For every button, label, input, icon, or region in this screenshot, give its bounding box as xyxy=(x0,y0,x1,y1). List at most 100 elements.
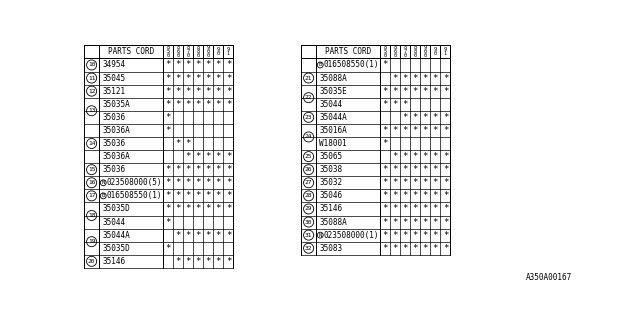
Text: *: * xyxy=(226,178,231,187)
Text: *: * xyxy=(433,165,438,174)
Text: *: * xyxy=(226,165,231,174)
Text: 18: 18 xyxy=(88,213,95,218)
Text: 35121: 35121 xyxy=(102,87,125,96)
Text: *: * xyxy=(195,257,201,266)
Text: *: * xyxy=(186,231,191,240)
Text: *: * xyxy=(422,178,428,187)
Text: *: * xyxy=(443,244,448,253)
Text: 15: 15 xyxy=(88,167,95,172)
Text: *: * xyxy=(433,152,438,161)
Text: *: * xyxy=(413,218,418,227)
Text: 16: 16 xyxy=(88,180,95,185)
Text: *: * xyxy=(205,178,211,187)
Text: *: * xyxy=(403,244,408,253)
Text: *: * xyxy=(403,113,408,122)
Text: 8
5
0: 8 5 0 xyxy=(166,44,170,58)
Text: *: * xyxy=(403,100,408,109)
Text: *: * xyxy=(392,74,397,83)
Text: 35044A: 35044A xyxy=(319,113,348,122)
Text: 35088A: 35088A xyxy=(319,218,348,227)
Text: *: * xyxy=(226,60,231,69)
Text: 13: 13 xyxy=(88,108,95,113)
Text: *: * xyxy=(205,152,211,161)
Text: *: * xyxy=(392,152,397,161)
Text: *: * xyxy=(433,74,438,83)
Text: W18001: W18001 xyxy=(319,139,348,148)
Text: *: * xyxy=(443,165,448,174)
Text: *: * xyxy=(205,165,211,174)
Text: N: N xyxy=(102,180,105,185)
Text: *: * xyxy=(226,152,231,161)
Text: *: * xyxy=(165,60,171,69)
Text: *: * xyxy=(443,126,448,135)
Text: *: * xyxy=(413,165,418,174)
Text: 24: 24 xyxy=(305,134,312,140)
Text: 8
8
0: 8 8 0 xyxy=(196,44,200,58)
Text: *: * xyxy=(422,204,428,213)
Text: *: * xyxy=(433,191,438,200)
Text: *: * xyxy=(422,191,428,200)
Text: *: * xyxy=(443,87,448,96)
Text: *: * xyxy=(382,204,388,213)
Text: *: * xyxy=(205,204,211,213)
Text: *: * xyxy=(165,204,171,213)
Text: *: * xyxy=(216,191,221,200)
Text: 11: 11 xyxy=(88,76,95,81)
Text: *: * xyxy=(186,139,191,148)
Text: 28: 28 xyxy=(305,193,312,198)
Text: *: * xyxy=(186,60,191,69)
Text: *: * xyxy=(216,204,221,213)
Text: *: * xyxy=(422,113,428,122)
Text: *: * xyxy=(382,126,388,135)
Text: *: * xyxy=(403,204,408,213)
Text: *: * xyxy=(216,178,221,187)
Text: *: * xyxy=(186,87,191,96)
Text: *: * xyxy=(443,204,448,213)
Text: *: * xyxy=(382,218,388,227)
Text: *: * xyxy=(186,191,191,200)
Text: *: * xyxy=(392,244,397,253)
Text: *: * xyxy=(413,178,418,187)
Text: A350A00167: A350A00167 xyxy=(526,273,572,282)
Text: *: * xyxy=(413,74,418,83)
Text: *: * xyxy=(403,74,408,83)
Text: *: * xyxy=(175,100,180,109)
Text: 023508000(1): 023508000(1) xyxy=(324,231,380,240)
Text: 8
7
0: 8 7 0 xyxy=(404,44,406,58)
Text: *: * xyxy=(175,60,180,69)
Text: *: * xyxy=(195,100,201,109)
Text: *: * xyxy=(433,231,438,240)
Text: 35044: 35044 xyxy=(319,100,342,109)
Text: *: * xyxy=(413,113,418,122)
Text: *: * xyxy=(226,231,231,240)
Text: 016508550(1): 016508550(1) xyxy=(324,60,380,69)
Text: 9
0: 9 0 xyxy=(434,47,437,56)
Text: *: * xyxy=(216,74,221,83)
Text: 9
1: 9 1 xyxy=(227,47,230,56)
Text: *: * xyxy=(413,126,418,135)
Text: 19: 19 xyxy=(88,239,95,244)
Text: 22: 22 xyxy=(305,95,312,100)
Text: 35065: 35065 xyxy=(319,152,342,161)
Text: *: * xyxy=(443,218,448,227)
Text: *: * xyxy=(392,231,397,240)
Text: *: * xyxy=(186,152,191,161)
Text: *: * xyxy=(382,165,388,174)
Text: *: * xyxy=(382,139,388,148)
Text: *: * xyxy=(403,165,408,174)
Text: *: * xyxy=(175,139,180,148)
Text: 21: 21 xyxy=(305,76,312,81)
Text: 8
6
0: 8 6 0 xyxy=(394,44,397,58)
Text: 20: 20 xyxy=(88,259,95,264)
Text: 35146: 35146 xyxy=(102,257,125,266)
Text: *: * xyxy=(226,257,231,266)
Text: 35016A: 35016A xyxy=(319,126,348,135)
Text: *: * xyxy=(392,178,397,187)
Text: *: * xyxy=(195,74,201,83)
Text: 016508550(1): 016508550(1) xyxy=(107,191,162,200)
Text: *: * xyxy=(226,191,231,200)
Text: *: * xyxy=(175,87,180,96)
Text: *: * xyxy=(205,257,211,266)
Text: *: * xyxy=(175,204,180,213)
Text: 35035D: 35035D xyxy=(102,244,130,253)
